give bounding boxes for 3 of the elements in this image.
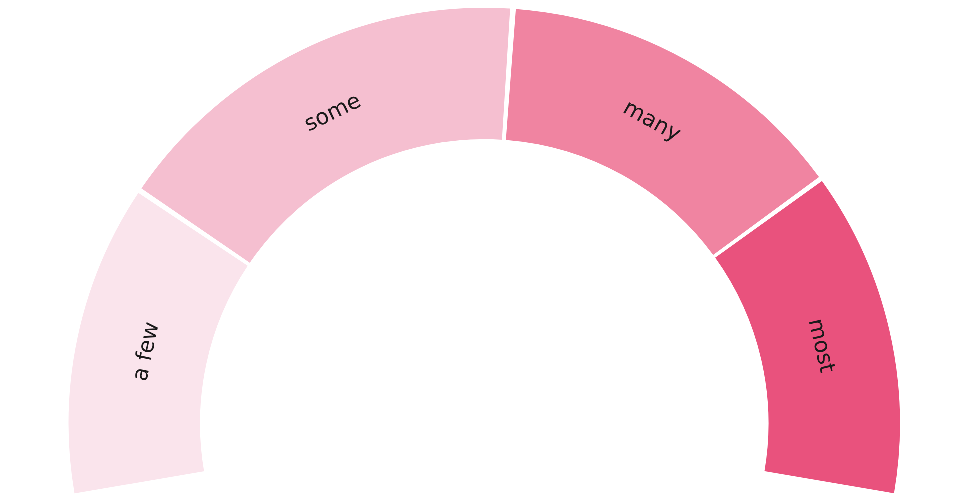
slice-label: most [803,316,840,376]
slice-label: a few [128,320,165,384]
slice-label: some [300,88,366,138]
